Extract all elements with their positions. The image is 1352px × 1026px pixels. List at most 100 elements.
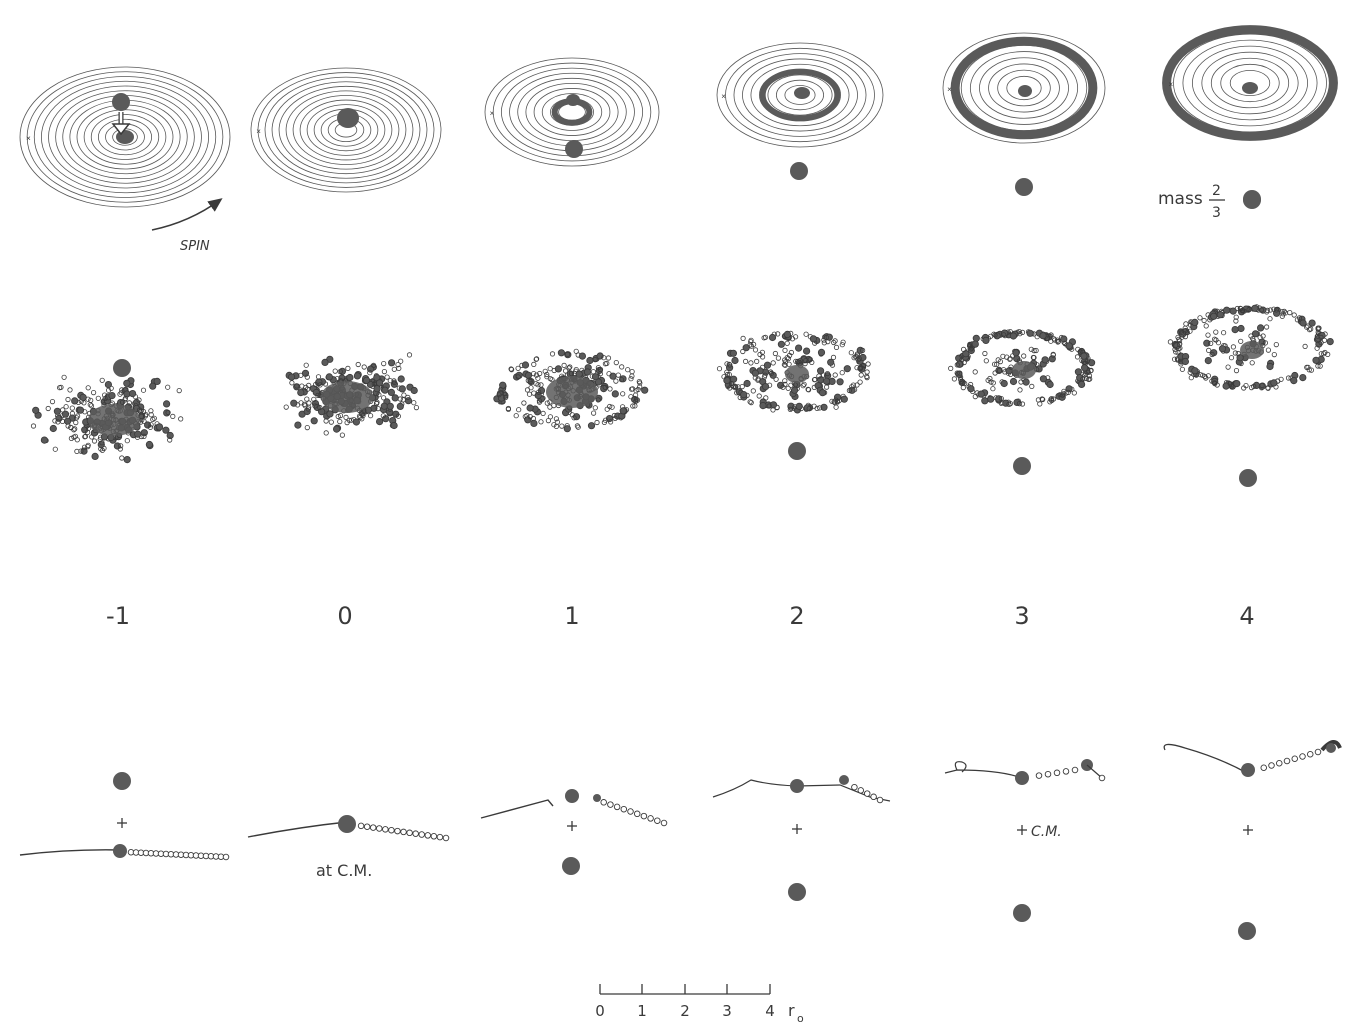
particle	[104, 380, 113, 389]
density-ring	[759, 68, 841, 122]
particle	[1177, 341, 1183, 347]
particle	[1048, 396, 1054, 402]
particle	[1060, 391, 1067, 397]
particle	[742, 358, 749, 364]
particle	[831, 399, 837, 405]
particle	[303, 362, 309, 368]
orbit-bead	[1283, 757, 1291, 765]
particle	[1054, 337, 1061, 343]
particle	[578, 352, 587, 360]
particle	[99, 440, 105, 446]
disk-contour	[509, 72, 635, 152]
disk-contour	[1201, 51, 1299, 115]
scale-tick-label: 2	[680, 1002, 690, 1020]
particle	[960, 346, 967, 352]
particle	[395, 361, 401, 368]
particle	[313, 381, 319, 388]
particle	[374, 399, 380, 405]
particle	[406, 352, 413, 358]
particle	[768, 369, 774, 375]
particle	[337, 418, 343, 425]
galaxy-center	[565, 789, 579, 803]
particle	[326, 410, 334, 418]
particle	[1057, 391, 1063, 398]
particle	[998, 395, 1004, 402]
orbit-bead	[388, 826, 395, 834]
particle	[595, 365, 602, 371]
particle	[729, 349, 738, 357]
particle	[573, 366, 579, 373]
particle	[990, 386, 996, 392]
particle	[118, 390, 124, 396]
particle	[1085, 369, 1092, 375]
particle	[1287, 309, 1293, 316]
particle	[733, 384, 739, 390]
companion-mass	[788, 442, 806, 460]
particle	[628, 376, 634, 382]
particle	[803, 331, 809, 337]
spin-label: SPIN	[180, 239, 210, 254]
disk-contour	[1182, 39, 1318, 127]
particle	[781, 362, 788, 368]
particle	[141, 433, 147, 439]
orbit-panel	[1163, 740, 1342, 940]
time-label: 1	[564, 602, 579, 630]
disk-panel: ×	[942, 32, 1106, 196]
particle	[1031, 347, 1037, 354]
particle	[40, 436, 49, 444]
orbit-bead	[424, 832, 432, 839]
particle	[143, 411, 149, 418]
particle	[1279, 313, 1285, 319]
particle	[1227, 381, 1233, 387]
orbit-panel	[19, 772, 230, 861]
particle	[118, 443, 124, 449]
scale-bar: 0 1 2 3 4 r o	[595, 984, 804, 1025]
particle	[784, 340, 790, 346]
particle	[360, 413, 366, 419]
disk-contour	[1220, 63, 1280, 103]
particle	[1172, 356, 1178, 362]
reference-cross: ×	[721, 92, 726, 101]
particle	[391, 379, 397, 385]
particle	[1028, 346, 1034, 352]
particle	[134, 430, 142, 438]
reference-cross: ×	[26, 134, 31, 143]
particle	[554, 419, 561, 425]
companion-mass	[1239, 469, 1257, 487]
particle	[1007, 328, 1013, 335]
particle	[802, 347, 811, 355]
particle	[148, 422, 154, 428]
galaxy-core	[1018, 85, 1032, 97]
particle	[641, 386, 649, 394]
particle	[817, 348, 826, 356]
companion-mass	[562, 857, 580, 875]
particle	[742, 344, 750, 352]
companion-mass	[113, 772, 131, 790]
time-label: 0	[337, 602, 352, 630]
particle	[53, 407, 62, 415]
particle	[854, 382, 860, 388]
particle	[311, 396, 317, 402]
particle	[1259, 382, 1265, 389]
particle	[515, 365, 521, 371]
particle	[740, 390, 748, 399]
density-ring	[950, 36, 1098, 140]
particle	[1205, 332, 1211, 338]
particle	[526, 391, 533, 397]
orbit-bead	[376, 825, 383, 832]
particle	[88, 403, 95, 409]
particle	[521, 400, 527, 406]
particle	[770, 360, 776, 366]
particle	[637, 384, 643, 390]
particle	[1271, 351, 1277, 358]
infall-arrowhead	[111, 123, 131, 136]
orbit-bead	[660, 819, 668, 827]
particle	[1191, 367, 1199, 375]
particle	[1249, 360, 1255, 366]
particle	[150, 416, 156, 422]
particle	[68, 435, 75, 441]
particle	[775, 331, 781, 337]
particle	[607, 403, 613, 410]
particle	[792, 334, 799, 340]
particle	[1016, 400, 1023, 407]
